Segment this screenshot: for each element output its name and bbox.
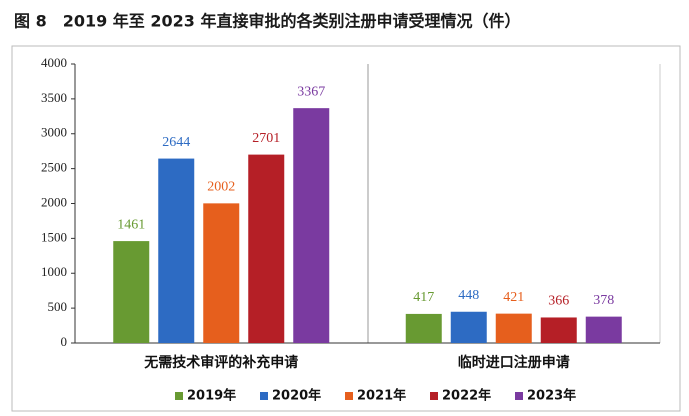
chart-title: 图 8 2019 年至 2023 年直接审批的各类别注册申请受理情况（件）	[14, 12, 520, 31]
bar	[540, 317, 577, 343]
y-tick-label: 2000	[41, 194, 67, 209]
x-tick-label: 临时进口注册申请	[458, 354, 570, 371]
bar	[585, 316, 622, 343]
value-label: 2701	[252, 131, 280, 146]
x-tick-label: 无需技术审评的补充申请	[143, 354, 298, 371]
legend-label: 2021年	[357, 388, 406, 404]
bar	[293, 108, 330, 343]
y-tick-label: 0	[61, 334, 68, 349]
chart-frame	[11, 45, 681, 412]
legend-swatch	[430, 392, 438, 400]
bar	[495, 313, 532, 343]
bar	[158, 158, 195, 343]
value-label: 2002	[207, 180, 235, 195]
value-label: 2644	[162, 135, 190, 150]
bar	[203, 203, 240, 343]
bar	[405, 313, 442, 343]
y-tick-label: 4000	[41, 55, 67, 70]
bar	[248, 154, 285, 343]
legend-label: 2022年	[442, 388, 491, 404]
legend-label: 2019年	[187, 388, 236, 404]
y-tick-label: 1000	[41, 264, 67, 279]
y-tick-label: 2500	[41, 160, 67, 175]
value-label: 366	[548, 294, 569, 309]
value-label: 448	[458, 288, 479, 303]
legend-swatch	[175, 392, 183, 400]
bar	[450, 311, 487, 343]
y-tick-label: 1500	[41, 229, 67, 244]
y-tick-label: 3500	[41, 90, 67, 105]
legend-swatch	[515, 392, 523, 400]
value-label: 1461	[117, 217, 145, 232]
value-label: 417	[413, 290, 434, 305]
value-label: 421	[503, 290, 524, 305]
legend-label: 2023年	[527, 388, 576, 404]
y-tick-label: 3000	[41, 125, 67, 140]
bar	[113, 241, 150, 343]
legend-swatch	[345, 392, 353, 400]
value-label: 378	[593, 293, 614, 308]
value-label: 3367	[297, 84, 325, 99]
y-tick-label: 500	[48, 299, 68, 314]
legend-swatch	[260, 392, 268, 400]
legend-label: 2020年	[272, 388, 321, 404]
